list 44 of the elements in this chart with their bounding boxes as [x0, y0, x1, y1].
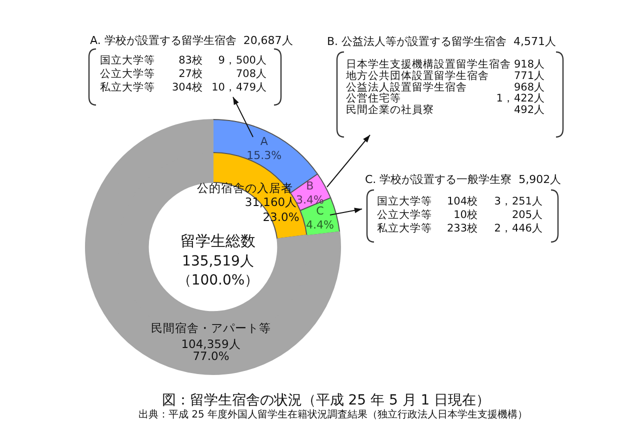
text: 104校 [446, 194, 478, 208]
text: 国立大学等 [100, 54, 155, 67]
slice-label: 民間宿舎・アパート等 [151, 320, 271, 335]
text: 135,519人 [182, 254, 254, 270]
text: 771人 [514, 70, 545, 82]
data-label: 15.3% [246, 148, 282, 162]
text: 3，251人 [494, 196, 543, 208]
text: 27校 [178, 67, 203, 80]
text: 国立大学等 [377, 194, 432, 208]
text: C. 学校が設置する一般学生寮 5,902人 [365, 172, 562, 186]
text: 2，446人 [494, 222, 543, 235]
text: 私立大学等 [377, 222, 432, 235]
text: 233校 [446, 222, 478, 235]
text: 地方公共団体設置留学生宿舎 [345, 69, 489, 82]
text: B. 公益法人等が設置する留学生宿舎 4,571人 [327, 34, 556, 48]
text: 708人 [236, 68, 267, 80]
text: 304校 [172, 80, 203, 94]
text: 公営住宅等 [346, 92, 401, 105]
text: 私立大学等 [100, 80, 155, 94]
text: 83校 [178, 54, 203, 67]
text: 公立大学等 [100, 67, 155, 80]
slice-label: C [316, 204, 324, 218]
slice-label: B [306, 180, 314, 193]
text: 205人 [512, 209, 543, 222]
text: 1，422人 [496, 92, 545, 105]
text: 公益法人設置留学生宿舎 [346, 80, 467, 94]
text: 日本学生支援機構設置留学生宿舎 [346, 58, 511, 71]
data-label: 104,359人 77.0% [181, 336, 241, 363]
text: 9，500人 [218, 54, 267, 67]
text: 民間企業の社員寮 [346, 102, 434, 116]
data-label: 3.4% [296, 194, 324, 207]
text: 公立大学等 [377, 208, 432, 222]
text: 918人 [514, 58, 545, 71]
slice-label: A [260, 134, 268, 148]
text: 968人 [514, 81, 545, 94]
data-label: 4.4% [306, 218, 334, 232]
text: A. 学校が設置する留学生宿舎 20,687人 [90, 34, 293, 47]
text: 留学生総数 [180, 232, 256, 250]
text: 図：留学生宿舎の状況（平成 25 年 5 月 1 日現在） [162, 392, 490, 409]
text: 10校 [454, 208, 478, 222]
text: 492人 [514, 104, 545, 116]
text: （100.0%） [177, 272, 259, 289]
text: 10，479人 [212, 82, 267, 94]
source-note: 出典：平成 25 年度外国人留学生在籍状況調査結果（独立行政法人日本学生支援機構） [138, 408, 528, 421]
